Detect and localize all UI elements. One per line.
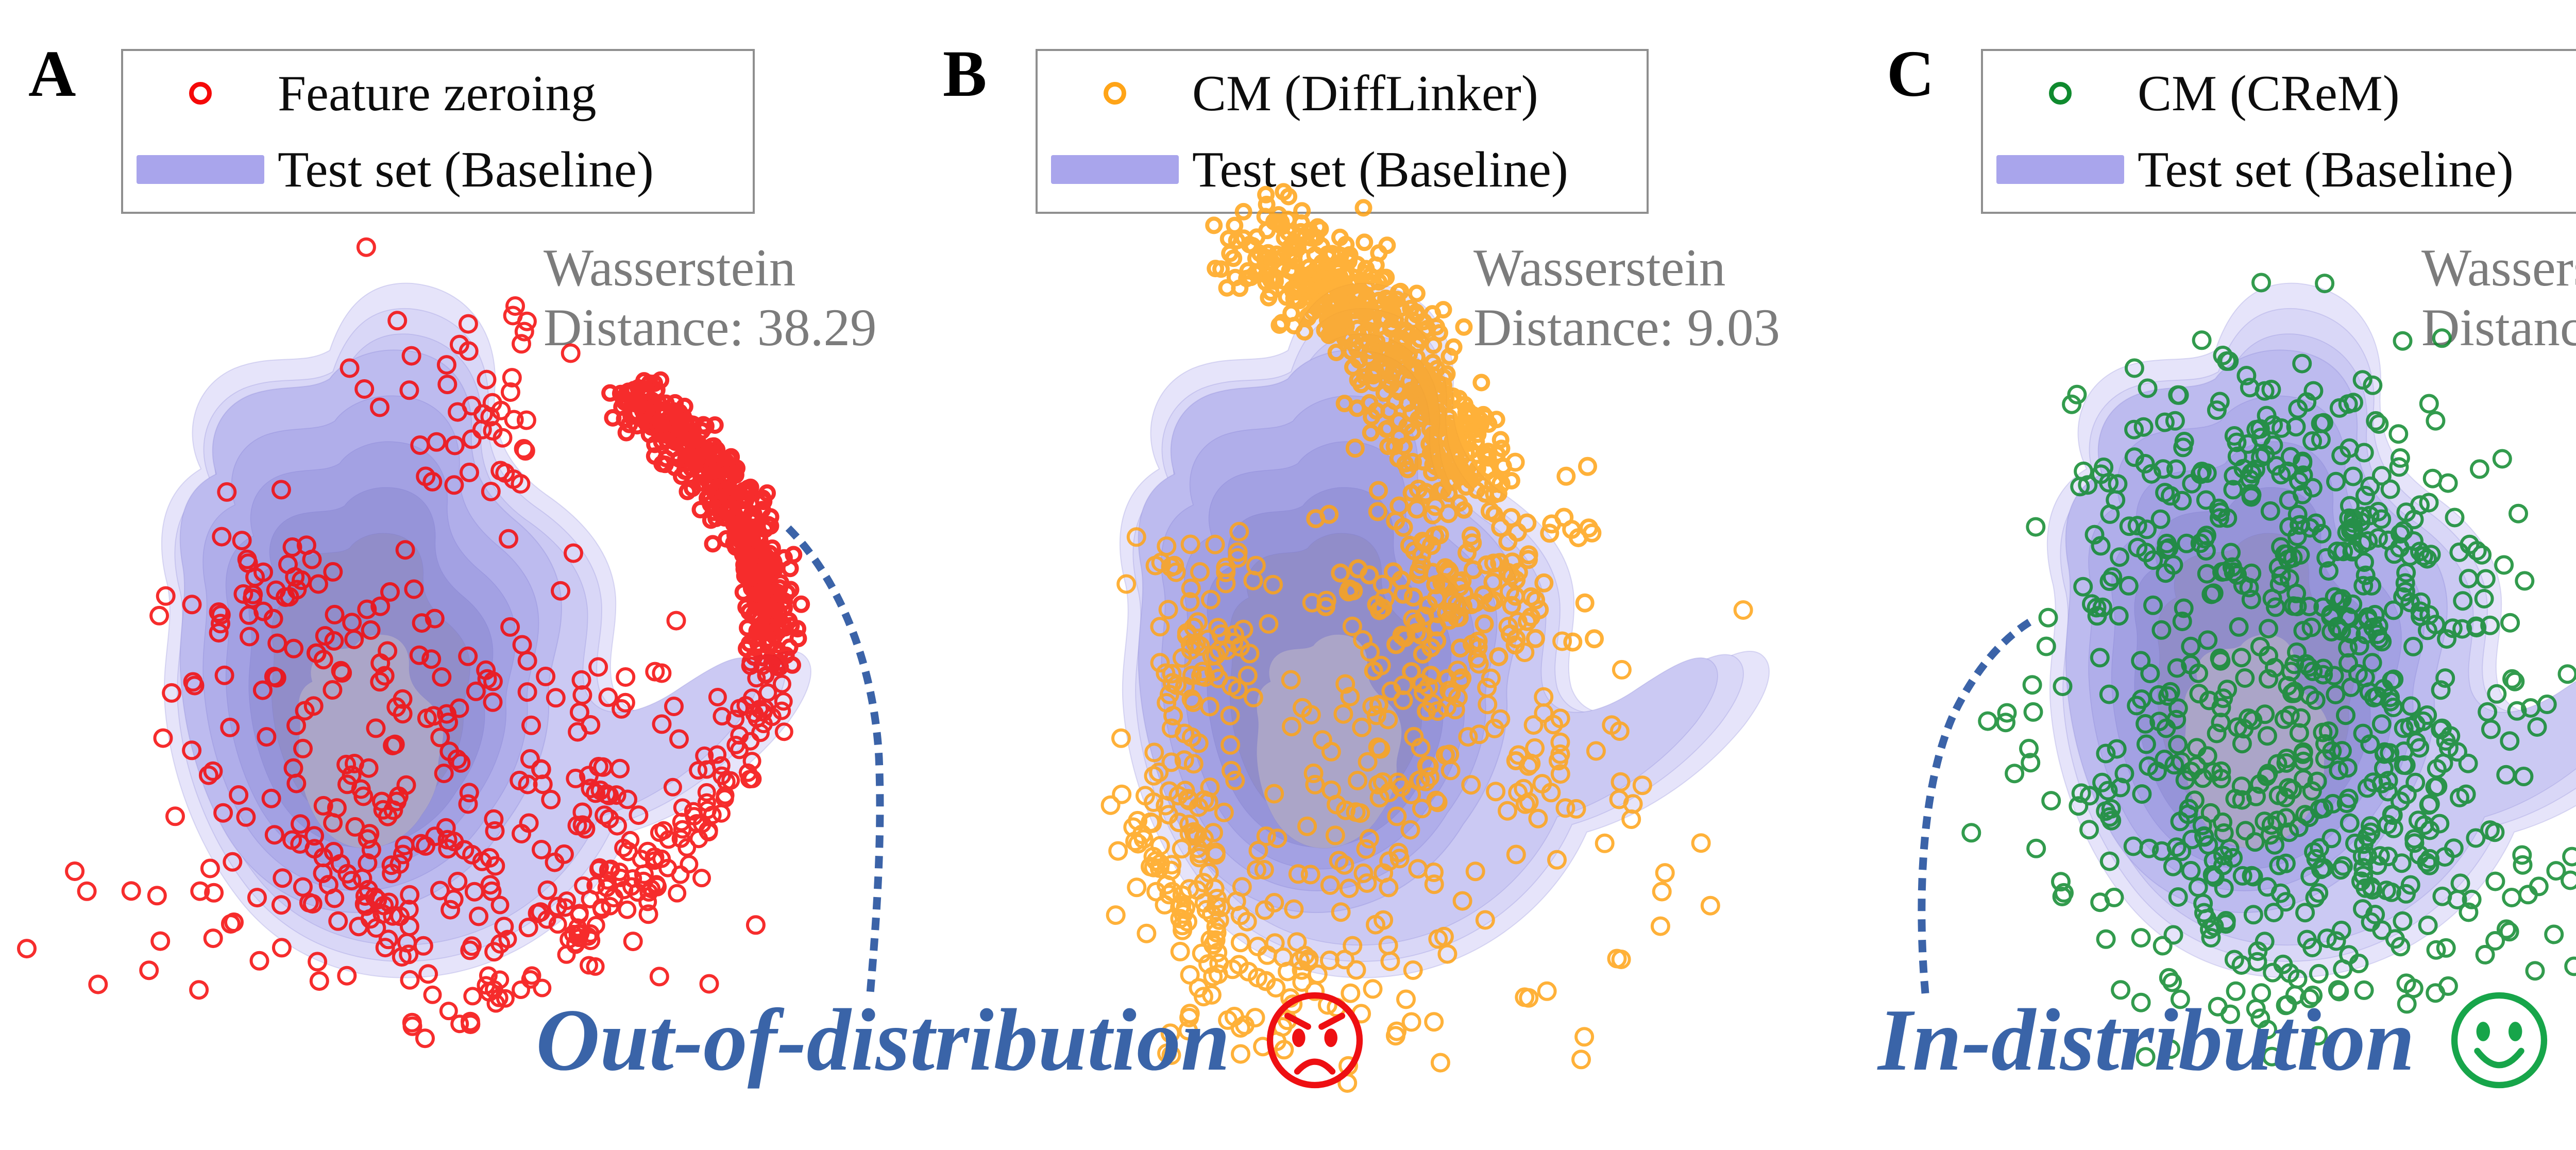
out-of-distribution-label: Out-of-distribution xyxy=(536,991,1230,1089)
legend-baseline-label: Test set (Baseline) xyxy=(2138,141,2514,198)
legend-row-series: Feature zeroing xyxy=(123,55,753,131)
baseline-swatch-icon xyxy=(137,155,264,184)
wasserstein-annotation-b: Wasserstein Distance: 9.03 xyxy=(1473,239,1780,358)
panel-c: C CM (CReM) Test set (Baseline) Wasserst… xyxy=(1855,0,2576,1150)
panel-c-legend: CM (CReM) Test set (Baseline) xyxy=(1981,49,2576,214)
scatter-points-a xyxy=(17,237,810,1048)
smiley-face-icon xyxy=(2451,992,2548,1089)
angry-face-icon xyxy=(1266,992,1363,1089)
scatter-marker-icon xyxy=(1104,82,1126,105)
scatter-points-c xyxy=(1961,273,2576,1067)
scatter-plot-c xyxy=(1961,273,2576,1067)
scatter-plot-a xyxy=(17,237,927,1048)
panel-a-label: A xyxy=(28,37,76,110)
legend-row-baseline: Test set (Baseline) xyxy=(1038,131,1647,208)
legend-row-series: CM (CReM) xyxy=(1983,55,2576,131)
wasserstein-annotation-a: Wasserstein Distance: 38.29 xyxy=(544,239,877,358)
scatter-points-b xyxy=(1100,183,1753,1093)
panel-c-label: C xyxy=(1887,37,1935,110)
scatter-plot-b xyxy=(1100,183,1886,1093)
panel-b: B CM (DiffLinker) Test set (Baseline) Wa… xyxy=(927,0,1855,1150)
baseline-swatch-icon xyxy=(1996,155,2124,184)
scatter-marker-icon xyxy=(189,82,212,105)
legend-row-series: CM (DiffLinker) xyxy=(1038,55,1647,131)
baseline-swatch-icon xyxy=(1051,155,1179,184)
panel-a-legend: Feature zeroing Test set (Baseline) xyxy=(121,49,755,214)
panel-b-label: B xyxy=(943,37,987,110)
legend-baseline-label: Test set (Baseline) xyxy=(1192,141,1568,198)
legend-series-label: CM (DiffLinker) xyxy=(1192,65,1538,122)
legend-row-baseline: Test set (Baseline) xyxy=(123,131,753,208)
in-distribution-label: In-distribution xyxy=(1878,991,2415,1089)
legend-baseline-label: Test set (Baseline) xyxy=(278,141,654,198)
caption-out-of-distribution: Out-of-distribution xyxy=(536,987,1368,1094)
caption-in-distribution: In-distribution xyxy=(1878,987,2553,1094)
legend-series-label: Feature zeroing xyxy=(278,65,597,122)
scatter-marker-icon xyxy=(2049,82,2072,105)
legend-series-label: CM (CReM) xyxy=(2138,65,2400,122)
panel-b-legend: CM (DiffLinker) Test set (Baseline) xyxy=(1036,49,1649,214)
wasserstein-annotation-c: Wasserstein Distance: 3.70 xyxy=(2421,239,2576,358)
legend-row-baseline: Test set (Baseline) xyxy=(1983,131,2576,208)
panel-a: A Feature zeroing Test set (Baseline) Wa… xyxy=(0,0,927,1150)
